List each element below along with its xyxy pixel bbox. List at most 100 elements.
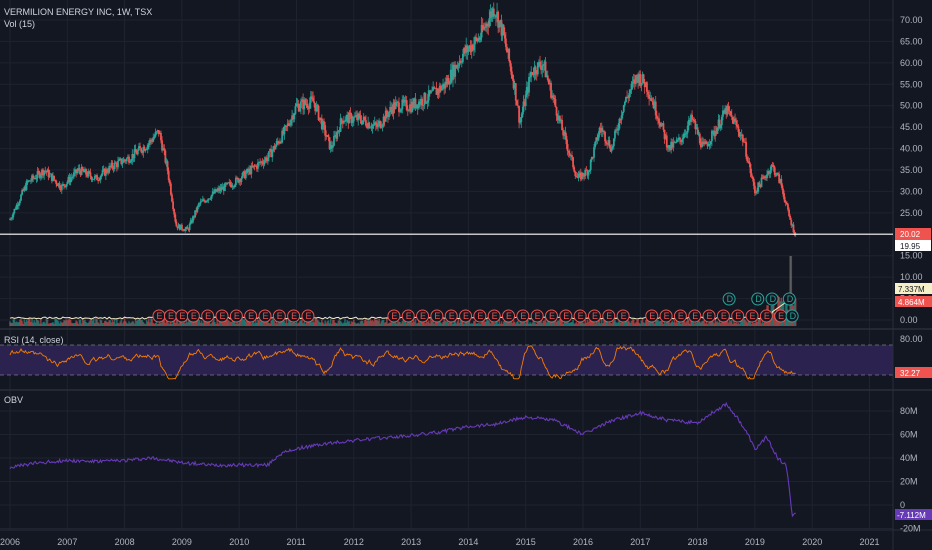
- earnings-marker[interactable]: E: [163, 309, 177, 323]
- earnings-marker[interactable]: E: [731, 309, 745, 323]
- candle-body: [431, 90, 433, 92]
- earnings-marker[interactable]: E: [745, 309, 759, 323]
- price-tick-label: 35.00: [900, 165, 923, 175]
- candle-body: [190, 220, 193, 223]
- candle-body: [433, 87, 436, 89]
- candle-body: [569, 155, 572, 156]
- earnings-marker[interactable]: E: [645, 309, 659, 323]
- event-markers[interactable]: E E E E E E E E E E E E E E E E E E E E E E E E E E E E E E E E E E E E E E ED…: [152, 292, 799, 323]
- earnings-marker[interactable]: E: [152, 309, 166, 323]
- earnings-marker[interactable]: E: [258, 309, 272, 323]
- candle-body: [255, 165, 258, 169]
- earnings-marker[interactable]: E: [272, 309, 286, 323]
- candle-body: [240, 178, 243, 182]
- candle-body: [355, 115, 357, 117]
- time-tick-label: 2012: [344, 537, 364, 547]
- volume-bar: [149, 322, 151, 326]
- earnings-marker[interactable]: E: [416, 309, 430, 323]
- earnings-marker[interactable]: E: [444, 309, 458, 323]
- earnings-marker[interactable]: E: [688, 309, 702, 323]
- volume-bar: [257, 319, 259, 326]
- volume-bar: [259, 319, 261, 326]
- earnings-marker[interactable]: E: [559, 309, 573, 323]
- candle-body: [627, 97, 630, 99]
- earnings-marker[interactable]: E: [301, 309, 315, 323]
- volume-bar: [90, 318, 93, 326]
- volume-bar: [295, 321, 298, 326]
- candle-body: [70, 177, 73, 179]
- earnings-marker[interactable]: E: [774, 309, 788, 323]
- volume-bar: [191, 319, 193, 326]
- earnings-marker[interactable]: E: [530, 309, 544, 323]
- volume-bar: [728, 318, 731, 326]
- earnings-marker[interactable]: E: [459, 309, 473, 323]
- candle-body: [285, 125, 288, 127]
- volume-bar: [679, 320, 681, 326]
- earnings-marker[interactable]: E: [573, 309, 587, 323]
- candle-body: [748, 161, 751, 164]
- volume-bar: [656, 319, 658, 326]
- dividend-marker[interactable]: D: [765, 292, 779, 306]
- candle-body: [490, 11, 493, 17]
- obv-value-badge: [895, 509, 932, 520]
- earnings-marker-label: E: [449, 311, 455, 321]
- candle-body: [636, 75, 638, 77]
- candle-body: [765, 177, 767, 179]
- earnings-marker[interactable]: E: [616, 309, 630, 323]
- dividend-marker[interactable]: D: [722, 292, 736, 306]
- candle-body: [584, 169, 587, 177]
- volume-bar: [727, 322, 730, 326]
- earnings-marker[interactable]: E: [287, 309, 301, 323]
- earnings-marker[interactable]: E: [702, 309, 716, 323]
- candle-body: [452, 64, 454, 81]
- volume-bar: [440, 322, 442, 326]
- prev-price-badge: [895, 240, 931, 251]
- candle-body: [243, 171, 246, 179]
- volume-bar: [208, 319, 211, 326]
- earnings-marker[interactable]: E: [587, 309, 601, 323]
- volume-bar: [112, 321, 115, 326]
- volume-bar: [738, 323, 741, 326]
- earnings-marker[interactable]: E: [673, 309, 687, 323]
- earnings-marker[interactable]: E: [473, 309, 487, 323]
- earnings-marker[interactable]: E: [602, 309, 616, 323]
- earnings-marker[interactable]: E: [201, 309, 215, 323]
- candle-body: [262, 163, 265, 165]
- volume-bar: [242, 319, 245, 326]
- time-axis[interactable]: 2006 2007 2008 2009 2010 2011 2012 2013 2014 2015…: [0, 537, 880, 547]
- dividend-marker[interactable]: D: [785, 309, 799, 323]
- earnings-marker[interactable]: E: [716, 309, 730, 323]
- earnings-marker[interactable]: E: [244, 309, 258, 323]
- candle-body: [80, 167, 83, 175]
- earnings-marker[interactable]: E: [516, 309, 530, 323]
- volume-bar: [721, 321, 723, 326]
- volume-bar: [233, 321, 236, 326]
- volume-bar: [732, 323, 734, 326]
- earnings-marker[interactable]: E: [175, 309, 189, 323]
- candle-body: [631, 82, 634, 84]
- earnings-marker[interactable]: E: [544, 309, 558, 323]
- earnings-marker[interactable]: E: [430, 309, 444, 323]
- volume-bar: [582, 322, 584, 326]
- earnings-marker[interactable]: E: [502, 309, 516, 323]
- earnings-marker[interactable]: E: [759, 309, 773, 323]
- dividend-marker[interactable]: D: [782, 292, 796, 306]
- earnings-marker[interactable]: E: [659, 309, 673, 323]
- earnings-marker[interactable]: E: [401, 309, 415, 323]
- earnings-marker[interactable]: E: [215, 309, 229, 323]
- candle-body: [424, 92, 427, 103]
- candle-body: [316, 105, 319, 107]
- earnings-marker[interactable]: E: [487, 309, 501, 323]
- price-candles[interactable]: [9, 2, 797, 237]
- volume-bar: [661, 319, 664, 326]
- volume-bar: [510, 321, 513, 326]
- earnings-marker[interactable]: E: [229, 309, 243, 323]
- earnings-marker-label: E: [735, 311, 741, 321]
- candle-body: [113, 162, 116, 169]
- dividend-marker[interactable]: D: [751, 292, 765, 306]
- earnings-marker[interactable]: E: [186, 309, 200, 323]
- earnings-marker[interactable]: E: [387, 309, 401, 323]
- volume-bar: [92, 318, 95, 326]
- candle-body: [703, 143, 706, 145]
